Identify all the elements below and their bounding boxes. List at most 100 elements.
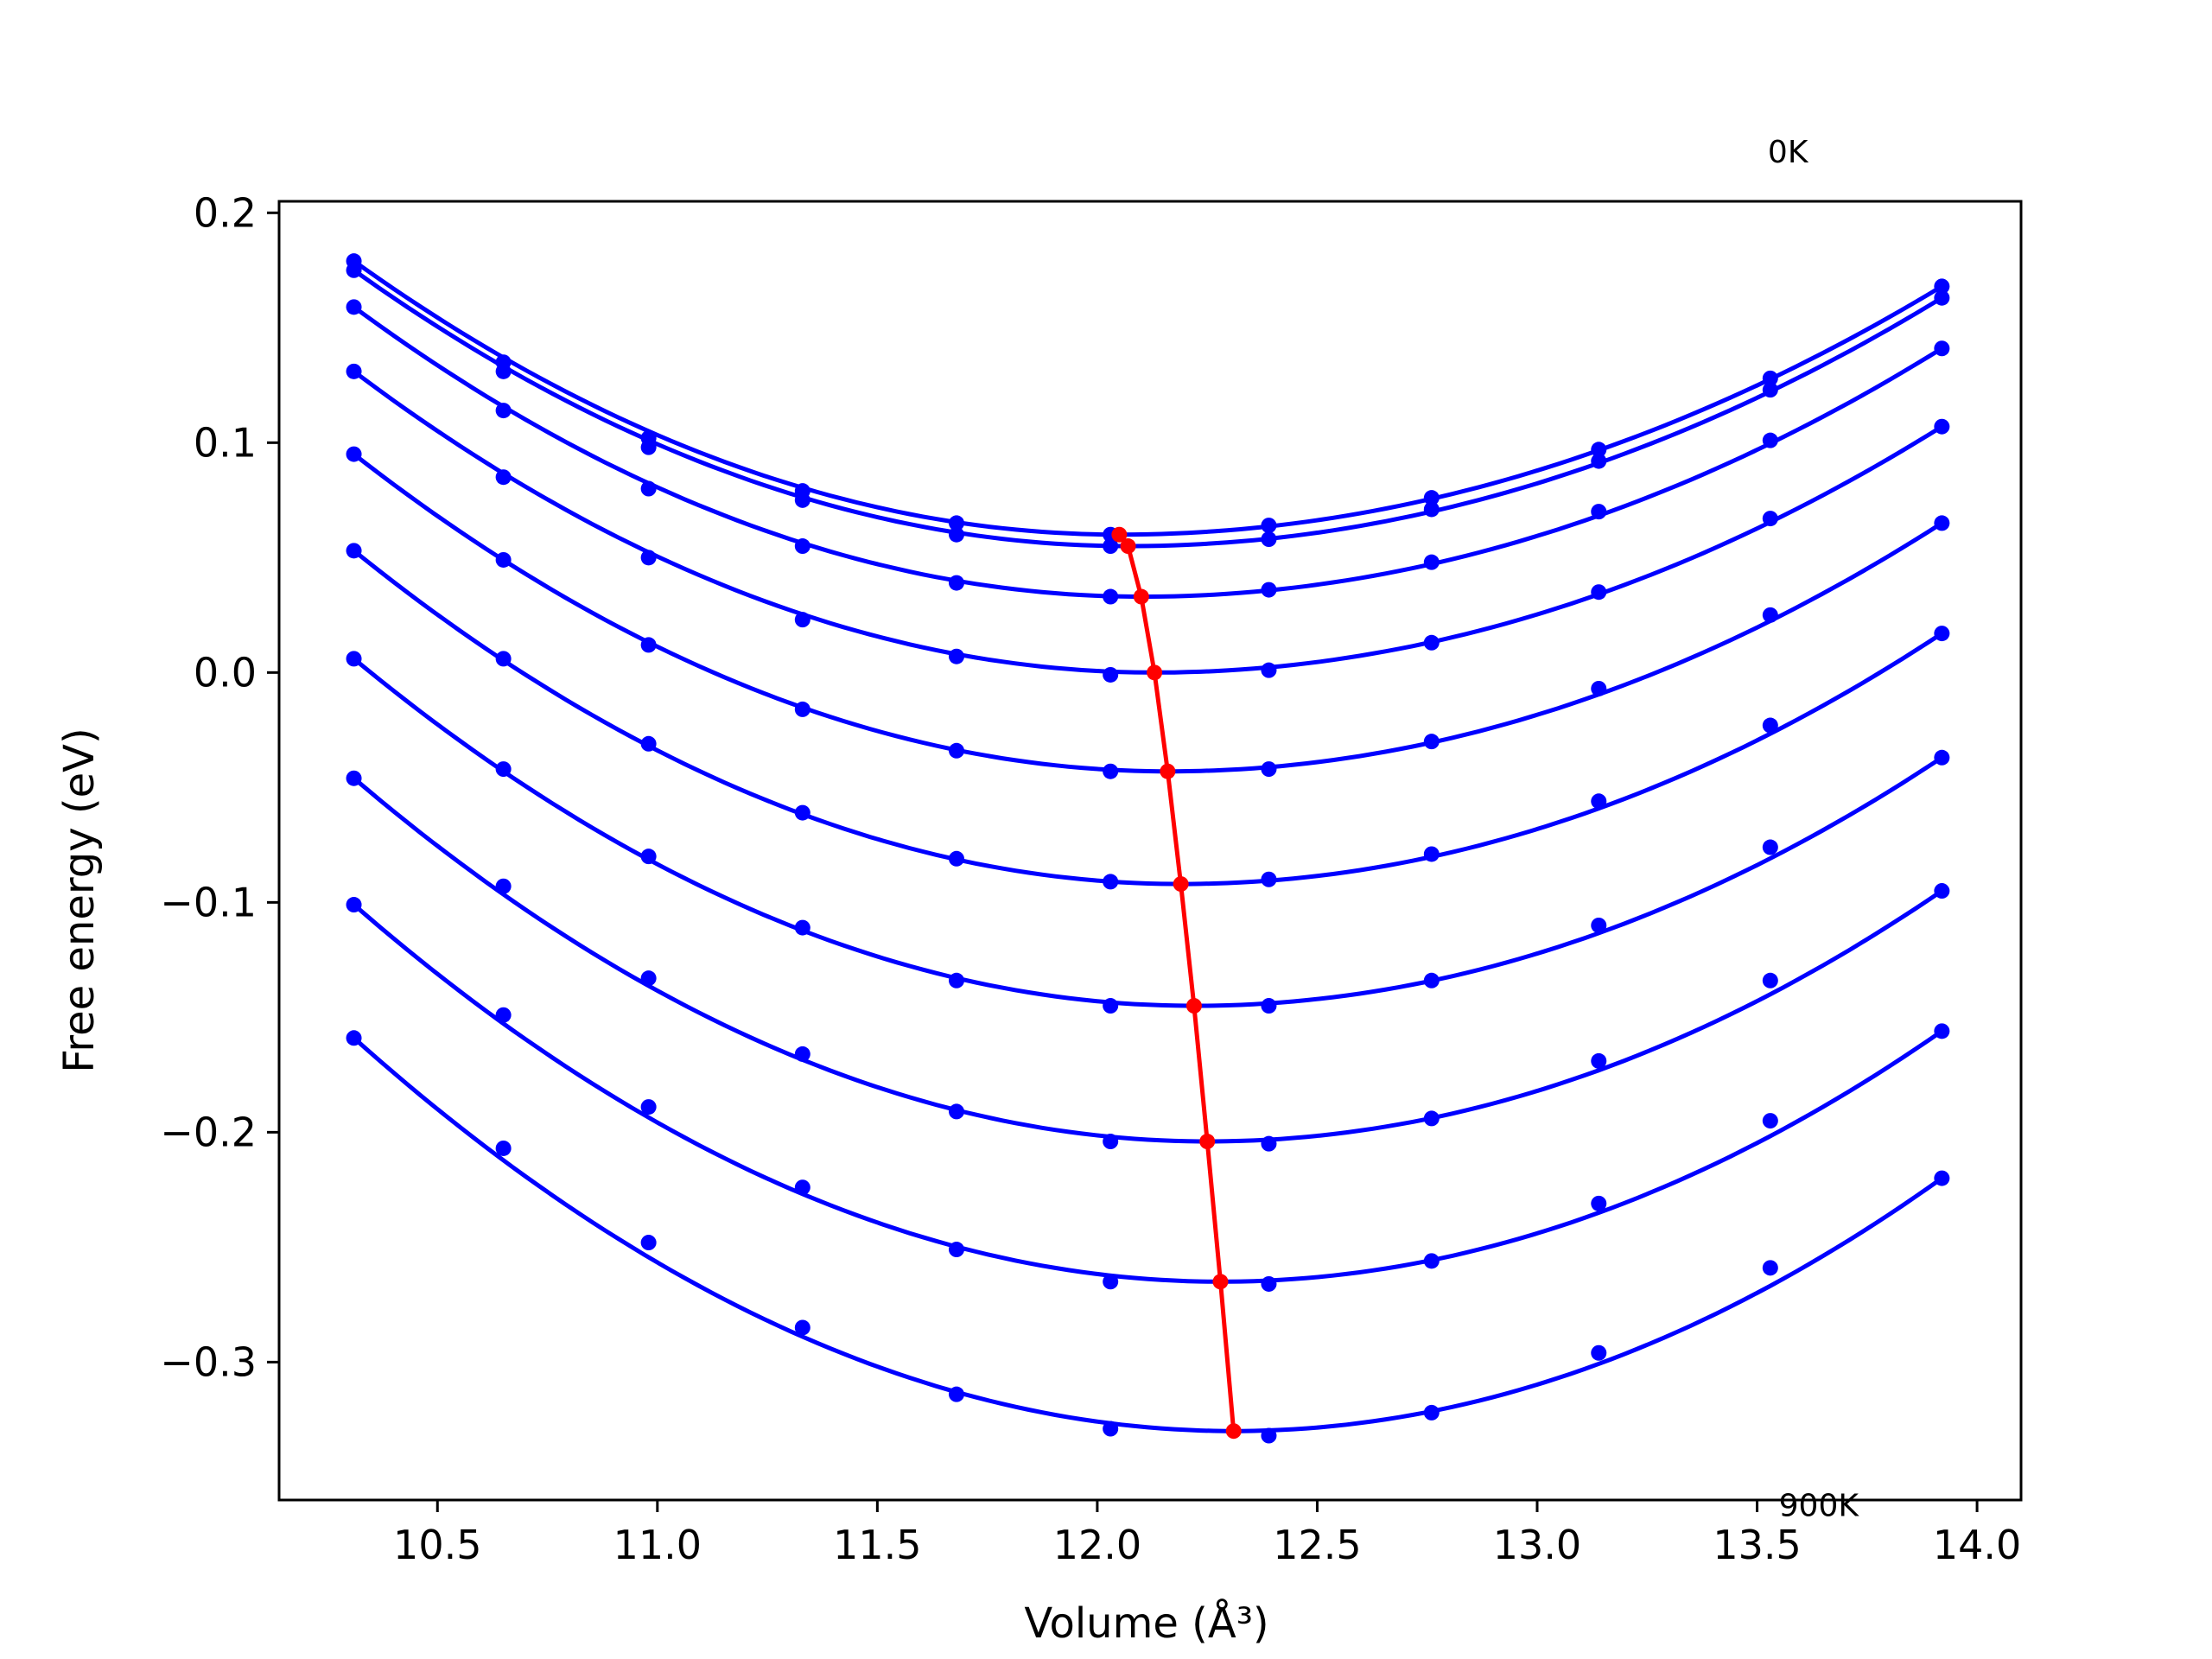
data-point-s5-8 [1591,793,1607,810]
data-point-s2-4 [949,575,964,591]
data-point-s4-6 [1261,761,1277,778]
data-point-s9-9 [1762,1260,1778,1276]
x-tick-label-6: 13.5 [1713,1522,1801,1568]
data-point-s1-4 [949,526,964,543]
data-point-s2-3 [794,538,810,555]
data-point-s0-10 [1934,278,1950,295]
data-point-s5-3 [794,804,810,821]
data-point-s4-8 [1591,680,1607,696]
data-point-s1-7 [1423,501,1440,518]
data-point-s9-7 [1423,1404,1440,1421]
x-axis-label: Volume (Å³) [1024,1599,1268,1648]
data-point-s6-4 [949,972,964,988]
minimum-point-9 [1225,1423,1242,1440]
data-point-s3-9 [1762,511,1778,527]
y-axis: 0.2 0.1 0.0 −0.1 −0.2 −0.3 [160,189,279,1385]
data-point-s0-6 [1261,518,1277,534]
data-point-s3-3 [794,612,810,628]
data-point-s2-7 [1423,554,1440,570]
data-point-s3-8 [1591,584,1607,601]
y-axis-label: Free energy (eV) [55,728,104,1072]
data-point-s2-9 [1762,432,1778,448]
minimum-point-7 [1199,1134,1216,1150]
data-point-s8-1 [495,1007,512,1023]
data-point-s7-2 [640,970,657,987]
x-tick-label-2: 11.5 [833,1522,921,1568]
data-point-s3-1 [495,469,512,486]
data-point-s0-7 [1423,490,1440,506]
minimum-point-6 [1185,998,1202,1014]
data-point-s2-10 [1934,340,1950,357]
fit-curve-5 [352,549,1943,887]
data-point-s9-5 [1103,1421,1119,1437]
data-point-s9-3 [794,1319,810,1336]
data-point-s7-3 [794,1046,810,1062]
axes-frame [277,200,2023,1502]
data-point-s6-10 [1934,749,1950,766]
data-point-s4-2 [640,637,657,653]
data-point-s6-2 [640,849,657,865]
data-point-s1-8 [1591,453,1607,469]
data-point-s7-5 [1103,1134,1119,1150]
data-point-s1-3 [794,492,810,508]
data-point-s9-6 [1261,1427,1277,1444]
x-tick-label-7: 14.0 [1933,1522,2021,1568]
fit-curve-8 [352,903,1943,1284]
data-point-s8-2 [640,1099,657,1116]
data-point-s9-8 [1591,1344,1607,1361]
data-point-s7-0 [346,770,362,786]
minimum-path-line [1117,533,1236,1432]
data-point-s5-6 [1261,871,1277,887]
data-point-s3-5 [1103,666,1119,683]
data-point-s9-4 [949,1386,964,1402]
data-point-s6-9 [1762,839,1778,855]
data-point-s8-5 [1103,1274,1119,1290]
data-point-s5-9 [1762,717,1778,734]
data-point-s7-10 [1934,883,1950,899]
fit-curve-4 [352,452,1943,774]
fit-curve-0 [353,259,1943,537]
data-point-s0-8 [1591,442,1607,458]
data-point-s5-10 [1934,626,1950,642]
data-point-s9-10 [1934,1170,1950,1186]
data-point-s4-4 [949,742,964,759]
data-point-s5-4 [949,850,964,867]
fit-curve-1 [353,268,1943,549]
data-point-s6-5 [1103,998,1119,1014]
data-point-s3-7 [1423,634,1440,651]
data-point-s6-6 [1261,998,1277,1014]
data-point-s9-2 [640,1235,657,1251]
data-point-s6-1 [495,761,512,778]
x-tick-label-1: 11.0 [613,1522,702,1568]
fit-curve-6 [352,657,1943,1008]
y-tick-label-3: −0.1 [160,879,257,925]
data-point-s8-8 [1591,1195,1607,1211]
data-point-s0-9 [1762,370,1778,386]
data-point-s1-2 [640,439,657,455]
data-point-s6-0 [346,651,362,667]
minimum-point-8 [1212,1274,1229,1290]
data-point-s2-1 [495,403,512,419]
data-point-s7-8 [1591,1052,1607,1069]
minimum-point-4 [1160,763,1176,779]
data-point-s2-5 [1103,588,1119,605]
data-point-s3-0 [346,363,362,379]
data-point-s6-7 [1423,972,1440,988]
data-point-s6-3 [794,919,810,936]
data-point-s2-0 [346,299,362,315]
data-point-s4-3 [794,701,810,717]
x-tick-label-3: 12.0 [1053,1522,1141,1568]
data-point-s4-5 [1103,763,1119,779]
data-point-s8-4 [949,1242,964,1258]
data-point-s4-9 [1762,607,1778,623]
data-point-s5-1 [495,651,512,667]
y-tick-label-2: 0.0 [194,649,257,696]
data-point-s3-2 [640,550,657,566]
plot-area [346,253,1950,1444]
data-point-s1-6 [1261,531,1277,548]
x-tick-label-0: 10.5 [393,1522,481,1568]
data-point-s4-0 [346,446,362,462]
fit-curve-9 [352,1036,1943,1433]
